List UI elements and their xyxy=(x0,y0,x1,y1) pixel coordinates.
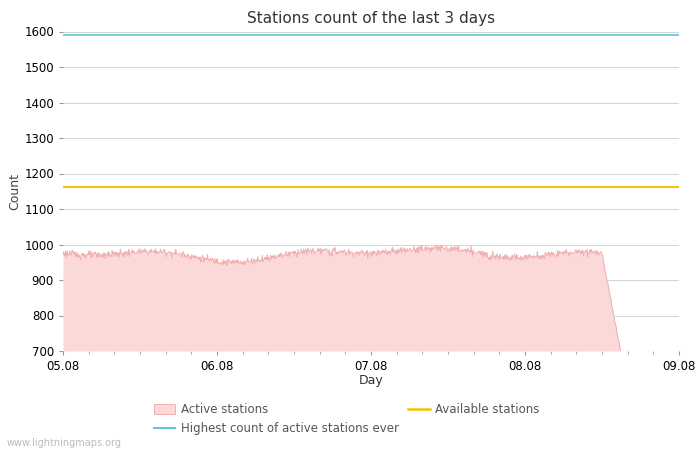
Legend: Active stations, Highest count of active stations ever, Available stations: Active stations, Highest count of active… xyxy=(149,398,545,440)
Y-axis label: Count: Count xyxy=(8,173,22,210)
X-axis label: Day: Day xyxy=(358,374,384,387)
Text: www.lightningmaps.org: www.lightningmaps.org xyxy=(7,438,122,448)
Title: Stations count of the last 3 days: Stations count of the last 3 days xyxy=(247,11,495,26)
